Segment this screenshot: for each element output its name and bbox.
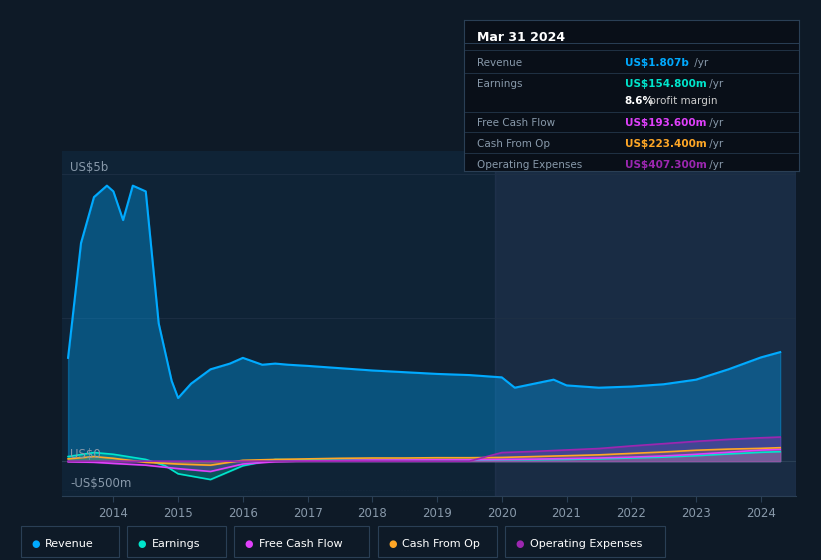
Text: profit margin: profit margin	[646, 96, 718, 106]
Text: -US$500m: -US$500m	[71, 477, 131, 490]
Text: /yr: /yr	[706, 79, 723, 89]
Text: Operating Expenses: Operating Expenses	[477, 160, 583, 170]
Text: US$407.300m: US$407.300m	[625, 160, 707, 170]
Text: Free Cash Flow: Free Cash Flow	[477, 118, 555, 128]
Text: ●: ●	[516, 539, 524, 549]
Text: /yr: /yr	[691, 58, 709, 68]
Text: US$193.600m: US$193.600m	[625, 118, 706, 128]
Text: /yr: /yr	[706, 160, 723, 170]
Text: ●: ●	[31, 539, 39, 549]
Text: ●: ●	[245, 539, 253, 549]
Text: Revenue: Revenue	[45, 539, 94, 549]
Text: Cash From Op: Cash From Op	[402, 539, 480, 549]
Text: US$223.400m: US$223.400m	[625, 139, 706, 149]
Text: US$5b: US$5b	[71, 161, 108, 174]
Text: ●: ●	[388, 539, 397, 549]
Text: Operating Expenses: Operating Expenses	[530, 539, 642, 549]
Text: Free Cash Flow: Free Cash Flow	[259, 539, 342, 549]
Bar	[495, 151, 796, 496]
Text: US$0: US$0	[71, 448, 101, 461]
Text: Revenue: Revenue	[477, 58, 522, 68]
Text: 8.6%: 8.6%	[625, 96, 654, 106]
Text: /yr: /yr	[706, 118, 723, 128]
Text: /yr: /yr	[706, 139, 723, 149]
Text: ●: ●	[138, 539, 146, 549]
Text: Cash From Op: Cash From Op	[477, 139, 550, 149]
Text: US$154.800m: US$154.800m	[625, 79, 706, 89]
Text: US$1.807b: US$1.807b	[625, 58, 689, 68]
Text: Mar 31 2024: Mar 31 2024	[477, 31, 566, 44]
Text: Earnings: Earnings	[152, 539, 200, 549]
Text: Earnings: Earnings	[477, 79, 523, 89]
